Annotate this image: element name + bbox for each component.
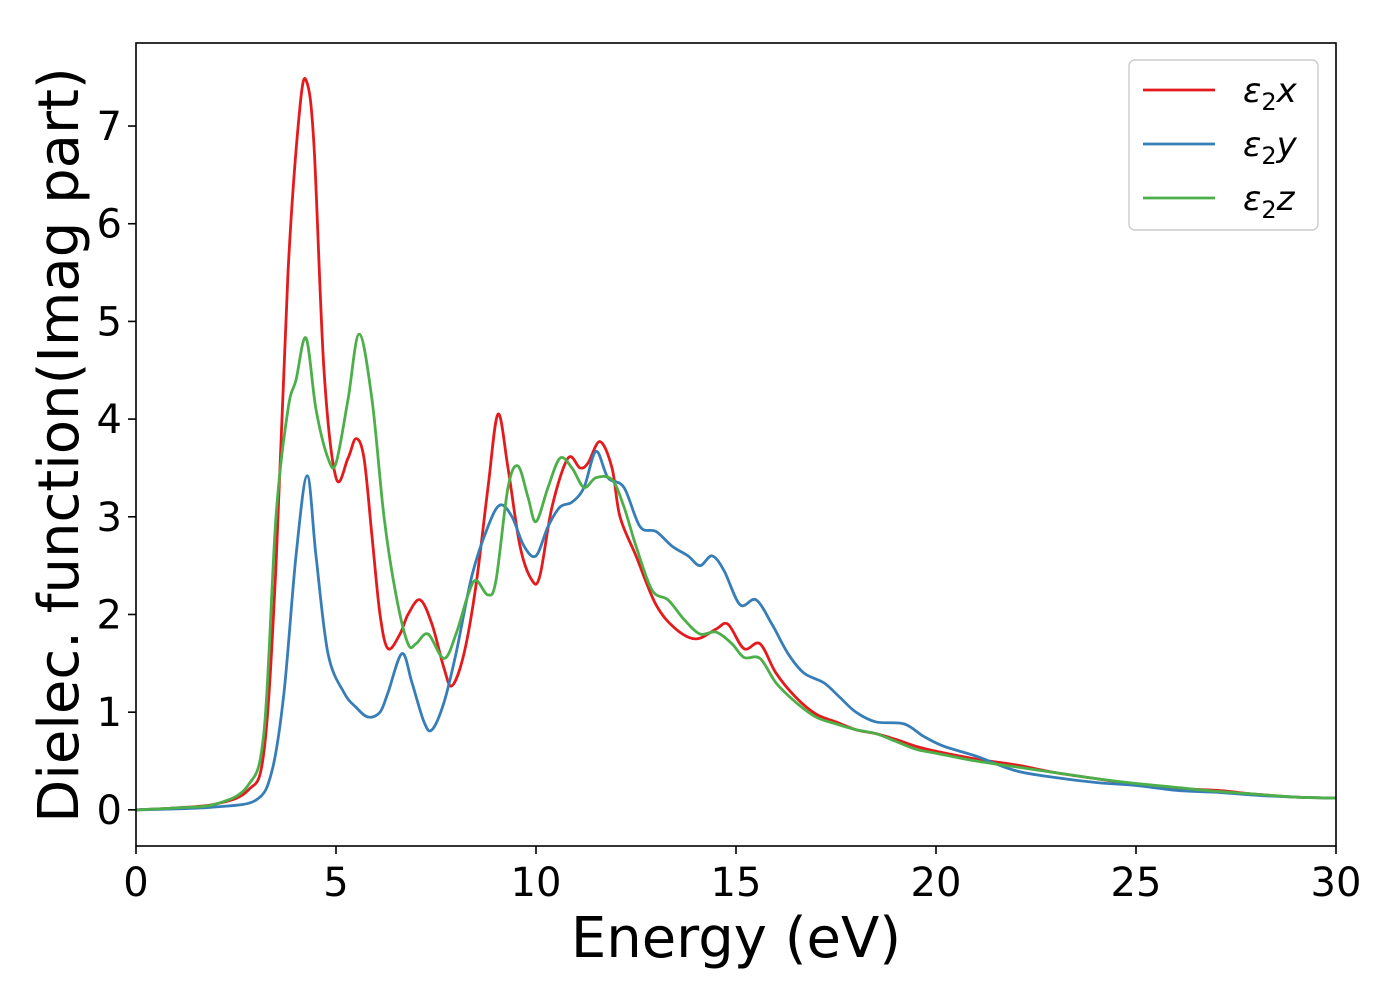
y-tick-label: 4 xyxy=(97,397,122,443)
legend-label-subscript: 2 xyxy=(1261,88,1276,116)
x-tick-label: 20 xyxy=(911,860,962,906)
y-axis-label: Dielec. function(Imag part) xyxy=(27,67,92,823)
x-tick-label: 30 xyxy=(1311,860,1362,906)
legend-label-base: ε xyxy=(1243,71,1261,111)
x-tick-label: 0 xyxy=(123,860,148,906)
legend-label-subscript: 2 xyxy=(1261,142,1276,170)
y-tick-label: 2 xyxy=(97,592,122,638)
legend-label-suffix: x xyxy=(1276,71,1298,111)
legend-label-z: ε2z xyxy=(1243,179,1296,224)
y-tick-label: 6 xyxy=(97,202,122,248)
legend-label-x: ε2x xyxy=(1243,71,1298,116)
x-tick-label: 25 xyxy=(1111,860,1162,906)
legend-box xyxy=(1128,59,1319,231)
x-tick-label: 15 xyxy=(711,860,762,906)
y-tick-label: 1 xyxy=(97,690,122,736)
y-tick-label: 3 xyxy=(97,495,122,541)
series-line-x xyxy=(136,77,1336,812)
legend-label-suffix: z xyxy=(1276,179,1296,219)
y-tick-label: 5 xyxy=(97,299,122,345)
series-line-y xyxy=(136,449,1336,812)
y-tick-label: 7 xyxy=(97,104,122,150)
series-line-z xyxy=(136,332,1336,812)
legend-label-suffix: y xyxy=(1276,125,1298,165)
x-axis-label: Energy (eV) xyxy=(571,906,901,971)
x-tick-label: 5 xyxy=(323,860,348,906)
legend-label-subscript: 2 xyxy=(1261,196,1276,224)
x-tick-label: 10 xyxy=(511,860,562,906)
legend-label-base: ε xyxy=(1243,125,1261,165)
legend-label-y: ε2y xyxy=(1243,125,1298,170)
y-tick-label: 0 xyxy=(97,788,122,834)
legend-label-base: ε xyxy=(1243,179,1261,219)
